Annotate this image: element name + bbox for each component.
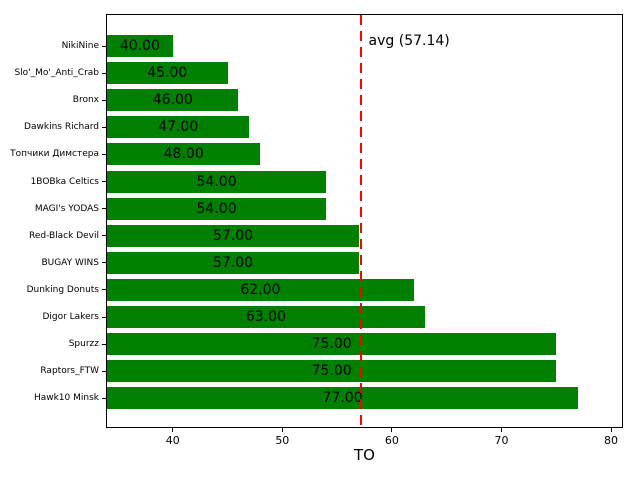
y-tick-label: Hawk10 Minsk [33, 393, 99, 404]
y-tick-mark [102, 235, 106, 237]
bar: 57.00 [107, 224, 360, 247]
bar-value-label: 75.00 [311, 363, 352, 380]
y-tick-label: Digor Lakers [42, 312, 99, 322]
x-tick-label: 60 [384, 434, 399, 447]
y-tick-mark [102, 99, 106, 101]
y-tick-mark [102, 343, 106, 345]
y-tick-label: Red-Black Devil [28, 230, 99, 241]
bar: 40.00 [107, 35, 173, 57]
y-tick-mark [102, 397, 106, 399]
y-tick-label: Dawkins Richard [24, 122, 99, 133]
bar: 63.00 [107, 306, 425, 328]
x-tick-mark [172, 428, 174, 432]
bar: 54.00 [107, 170, 327, 193]
y-tick-mark [102, 208, 106, 210]
bar-value-label: 47.00 [158, 119, 199, 136]
x-tick-label: 40 [165, 434, 180, 447]
x-tick-label: 80 [604, 434, 619, 447]
y-tick-label: Slo'_Mo'_Anti_Crab [14, 68, 99, 79]
bar-value-label: 54.00 [196, 173, 237, 190]
bar: 47.00 [107, 116, 250, 139]
bar: 75.00 [107, 333, 557, 356]
bar-value-label: 45.00 [147, 65, 188, 82]
bar: 75.00 [107, 360, 557, 383]
y-tick-label: MAGI's YODAS [34, 203, 99, 214]
y-tick-mark [102, 153, 106, 155]
bar-value-label: 63.00 [245, 309, 286, 325]
bar: 54.00 [107, 197, 327, 220]
y-tick-mark [102, 72, 106, 74]
y-tick-label: Raptors_FTW [40, 366, 99, 377]
y-tick-label: Топчики Димстера [10, 149, 99, 160]
x-tick-mark [610, 428, 612, 432]
y-tick-mark [102, 289, 106, 291]
y-tick-mark [102, 370, 106, 372]
x-tick-mark [281, 428, 283, 432]
bar-value-label: 57.00 [212, 227, 254, 244]
bar-value-label: 62.00 [240, 281, 281, 298]
y-tick-mark [102, 316, 106, 318]
average-dashed-line [359, 15, 362, 427]
y-tick-label: BUGAY WINS [41, 257, 99, 268]
y-tick-label: Bronx [72, 95, 99, 106]
bar: 57.00 [107, 251, 360, 274]
bar-value-label: 48.00 [163, 146, 204, 163]
bar: 46.00 [107, 89, 239, 112]
x-tick-mark [391, 428, 393, 432]
x-tick-label: 70 [494, 434, 509, 447]
y-tick-label: NikiNine [61, 41, 99, 51]
x-tick-mark [500, 428, 502, 432]
bar-value-label: 40.00 [119, 38, 160, 54]
bar-value-label: 57.00 [212, 254, 254, 271]
bar: 48.00 [107, 143, 261, 166]
bar-value-label: 46.00 [152, 92, 193, 109]
plot-area: 40.00 45.00 46.00 47.00 48.00 54.00 54.00 57.00… [106, 14, 623, 428]
y-tick-mark [102, 45, 106, 47]
y-tick-label: Spurzz [68, 339, 99, 350]
y-tick-mark [102, 181, 106, 182]
bar-value-label: 75.00 [311, 336, 352, 353]
bar-value-label: 54.00 [196, 200, 237, 217]
y-tick-label: Dunking Donuts [26, 284, 99, 295]
bar: 77.00 [107, 387, 579, 410]
x-tick-label: 50 [275, 434, 290, 447]
y-tick-label: 1BOBka Celtics [30, 176, 99, 187]
average-line-label: avg (57.14) [368, 33, 450, 49]
y-tick-mark [102, 126, 106, 128]
bar: 62.00 [107, 278, 414, 301]
x-axis-label: TO [354, 446, 375, 464]
bar: 45.00 [107, 62, 228, 85]
y-tick-mark [102, 262, 106, 264]
bar-value-label: 77.00 [322, 390, 363, 407]
